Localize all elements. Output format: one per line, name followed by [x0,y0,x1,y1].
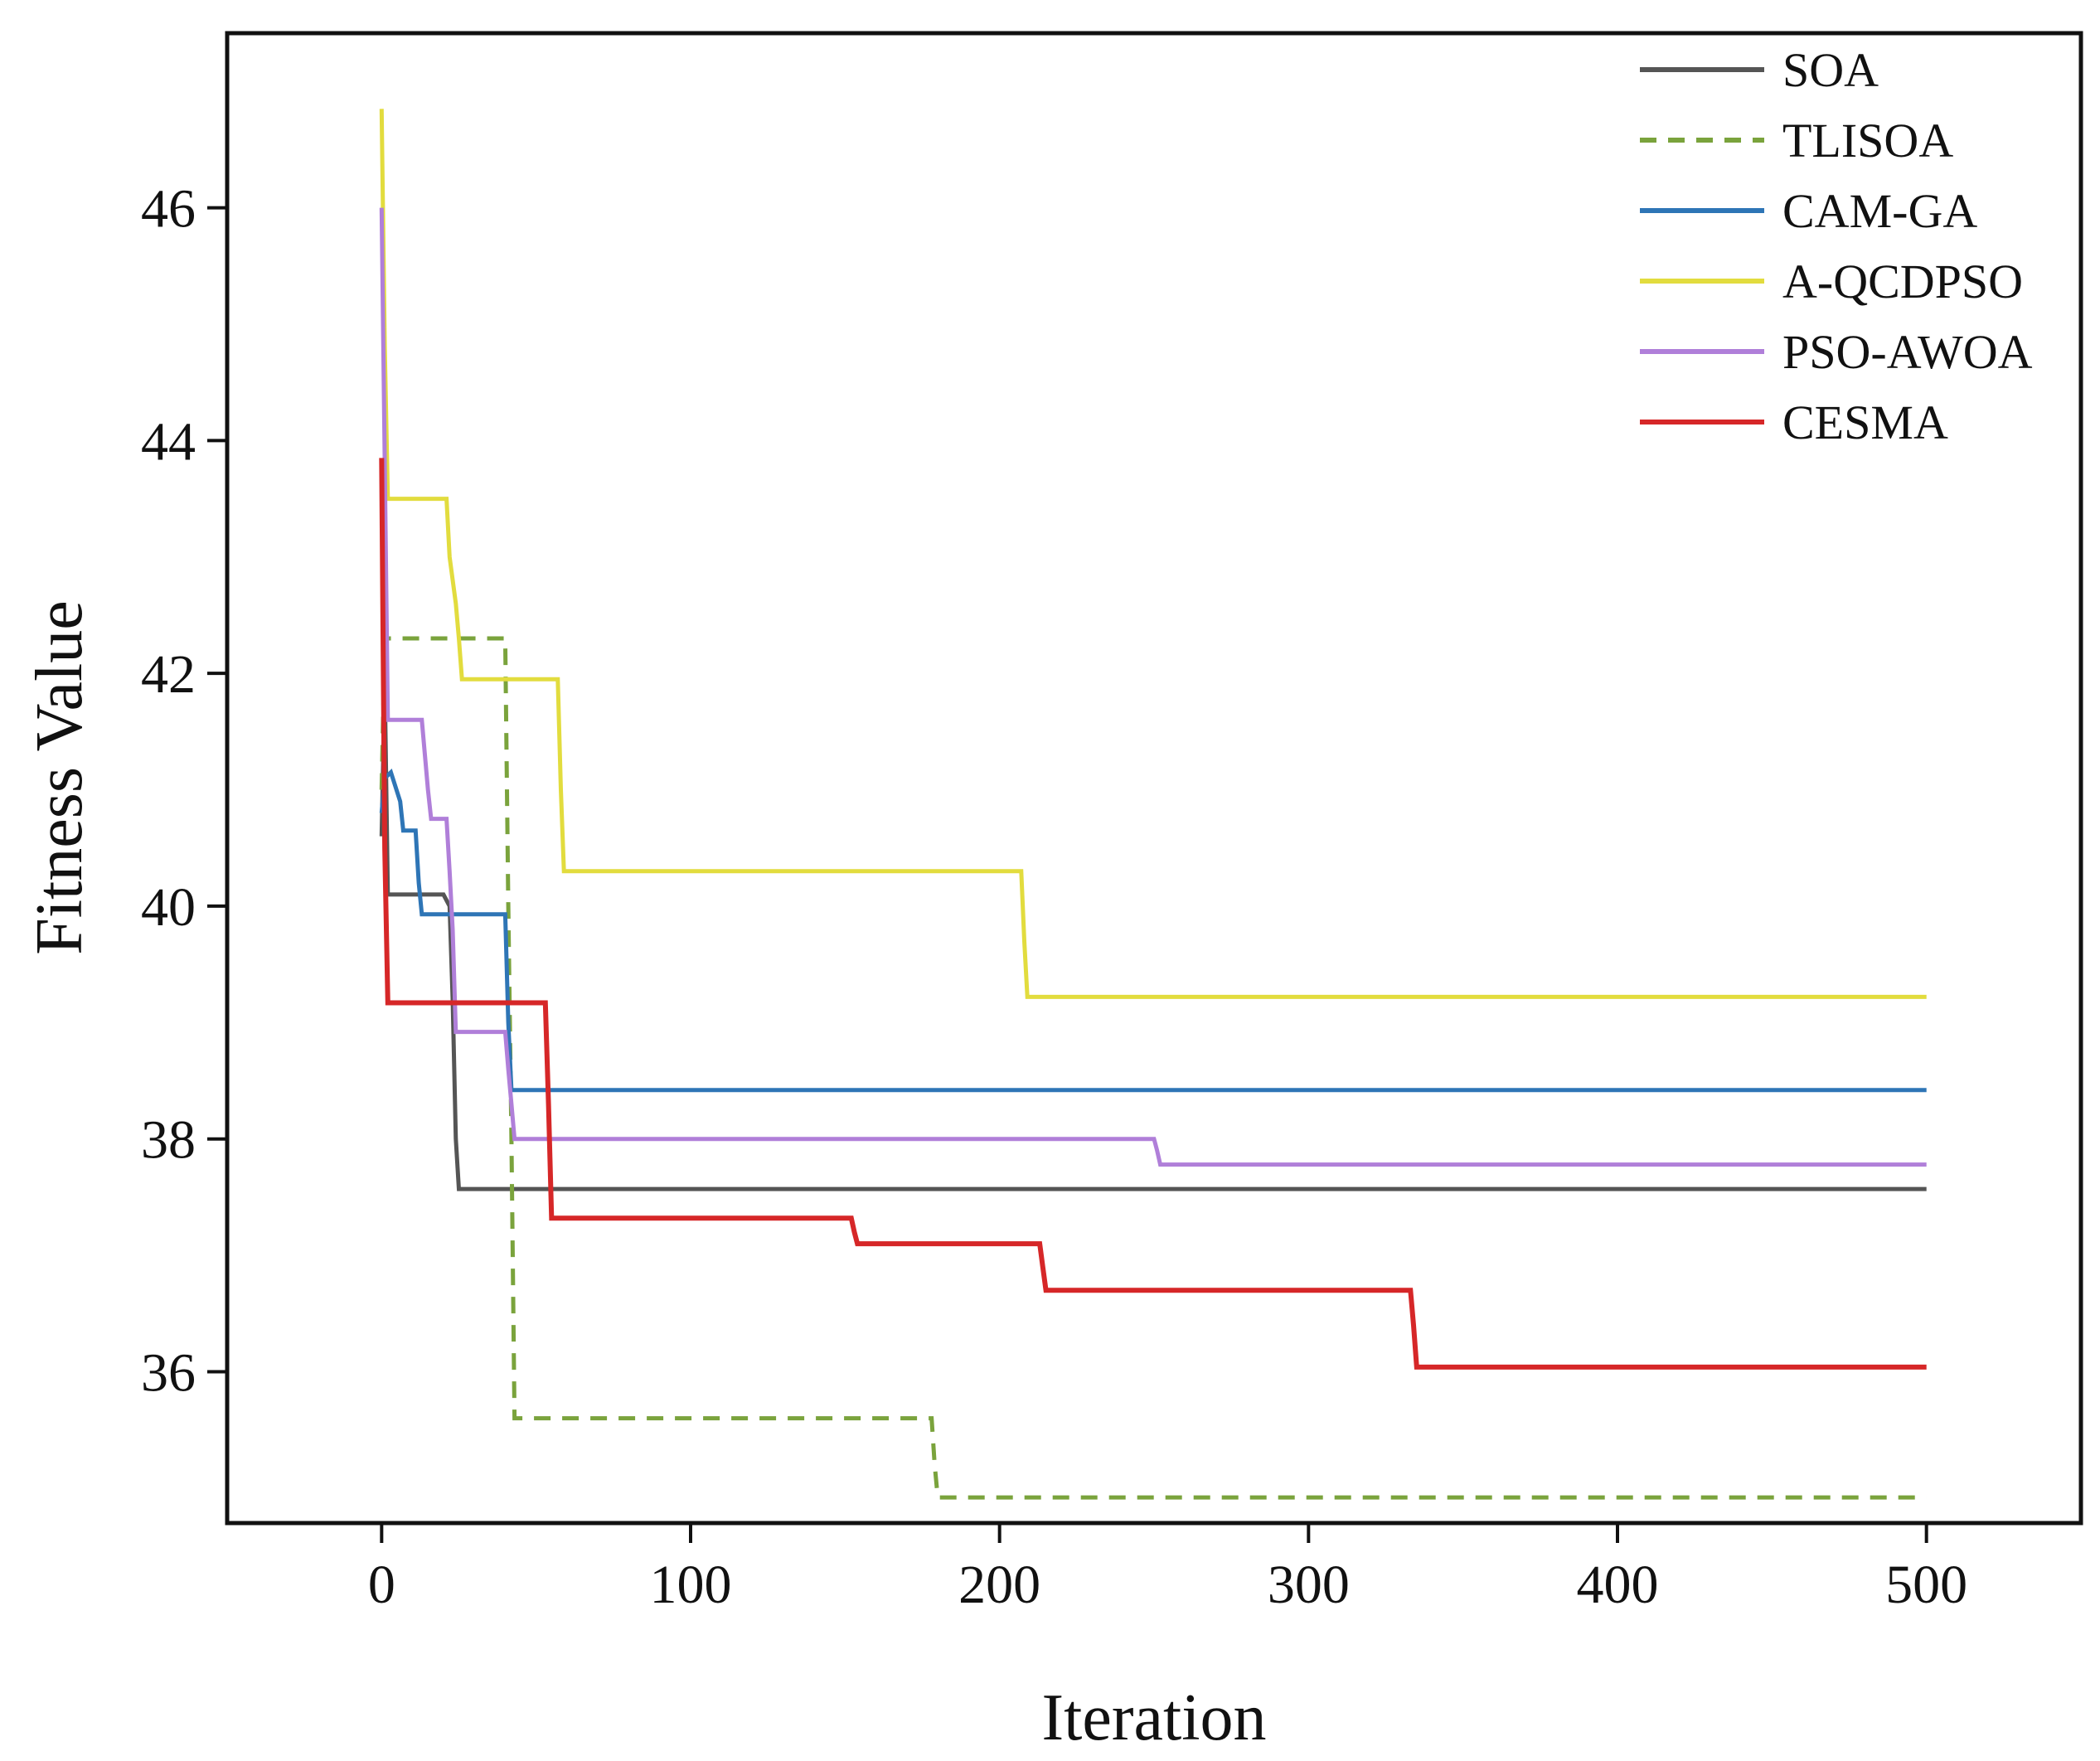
x-axis-title: Iteration [1042,1681,1267,1754]
x-axis-ticks: 0 100 200 300 400 500 [368,1523,1967,1615]
y-axis-ticks: 36 38 40 42 44 46 [141,179,227,1403]
y-tick-label: 38 [141,1110,196,1171]
plot-frame [225,31,2083,1526]
series-line-cam-ga [379,768,1927,1093]
legend-label-tlisoa: TLISOA [1782,114,1953,167]
legend-label-cam-ga: CAM-GA [1782,184,1977,238]
series-line-tlisoa [379,636,1927,1500]
legend-label-soa: SOA [1782,43,1879,97]
x-tick-label: 300 [1268,1555,1350,1615]
legend-label-a-qcdpso: A-QCDPSO [1782,255,2023,308]
y-tick-label: 42 [141,644,196,705]
x-tick-label: 0 [368,1555,395,1615]
legend-label-pso-awoa: PSO-AWOA [1782,325,2033,379]
y-tick-label: 44 [141,411,196,472]
y-tick-label: 40 [141,877,196,938]
legend: SOA TLISOA CAM-GA A-QCDPSO PSO-AWOA CESMA [1640,43,2033,449]
x-tick-label: 500 [1885,1555,1967,1615]
series-line-a-qcdpso [379,109,1927,999]
series-line-cesma [379,458,1927,1370]
x-tick-label: 100 [650,1555,732,1615]
legend-label-cesma: CESMA [1782,395,1948,449]
series-layer [379,109,1927,1500]
x-tick-label: 200 [958,1555,1040,1615]
y-axis-title: Fitness Value [23,600,96,954]
y-tick-label: 36 [141,1342,196,1403]
y-tick-label: 46 [141,179,196,240]
series-line-pso-awoa [379,207,1927,1167]
x-tick-label: 400 [1577,1555,1659,1615]
